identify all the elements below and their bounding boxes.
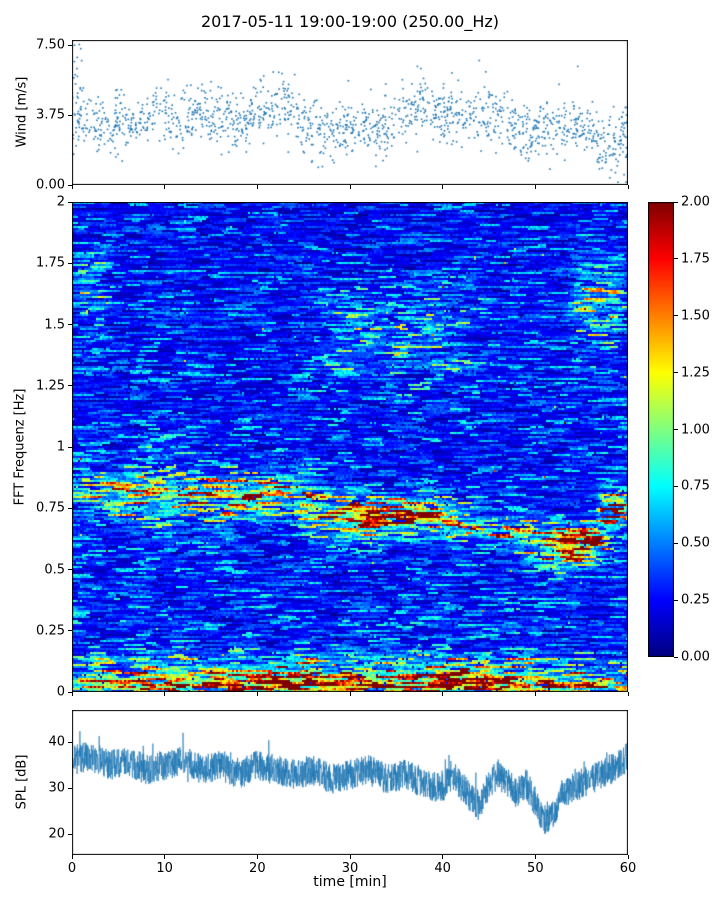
y-tick-mark <box>68 833 72 835</box>
y-tick-mark <box>68 324 72 325</box>
y-tick-label: 0.25 <box>36 623 65 639</box>
spectrogram-plot <box>72 202 628 692</box>
spl-ylabel: SPL [dB] <box>14 754 30 810</box>
spectrogram-ylabel: FFT Frequenz [Hz] <box>12 388 28 506</box>
y-tick-label: 1.25 <box>36 378 65 394</box>
x-tick-mark <box>534 692 536 696</box>
x-tick-mark <box>164 855 166 859</box>
x-tick-mark <box>71 855 73 859</box>
y-tick-label: 3.75 <box>36 107 65 123</box>
x-tick-label: 0 <box>67 861 77 876</box>
y-tick-mark <box>68 691 72 693</box>
y-tick-label: 0 <box>56 684 65 700</box>
y-tick-mark <box>68 262 72 264</box>
y-tick-mark <box>68 114 72 116</box>
y-tick-mark <box>68 630 72 632</box>
y-tick-mark <box>68 569 72 570</box>
x-axis-label: time [min] <box>313 874 387 890</box>
colorbar-tick-mark <box>674 599 678 601</box>
colorbar-tick-label: 0.50 <box>681 535 710 551</box>
colorbar-tick-mark <box>674 258 678 260</box>
y-tick-mark <box>68 446 72 448</box>
y-tick-mark <box>68 787 72 789</box>
y-tick-label: 2 <box>56 194 65 210</box>
x-tick-mark <box>256 185 258 189</box>
wind-ylabel: Wind [m/s] <box>14 76 30 148</box>
chart-title: 2017-05-11 19:00-19:00 (250.00_Hz) <box>200 12 500 31</box>
y-tick-label: 30 <box>48 780 65 796</box>
colorbar-tick-mark <box>674 315 678 317</box>
y-tick-mark <box>68 741 72 743</box>
colorbar-tick-label: 1.00 <box>681 422 710 437</box>
x-tick-label: 60 <box>619 861 637 876</box>
colorbar-tick-mark <box>674 372 678 374</box>
x-tick-mark <box>71 185 73 189</box>
colorbar-tick-mark <box>674 542 678 544</box>
x-tick-label: 20 <box>249 861 266 876</box>
y-tick-label: 1.5 <box>44 317 65 332</box>
colorbar-tick-label: 0.00 <box>681 649 710 665</box>
colorbar-tick-label: 2.00 <box>681 194 710 210</box>
y-tick-mark <box>68 385 72 387</box>
x-tick-mark <box>442 692 444 696</box>
colorbar-tick-mark <box>674 429 678 430</box>
colorbar-tick-label: 0.75 <box>681 478 710 494</box>
y-tick-label: 20 <box>48 826 65 842</box>
x-tick-label: 10 <box>156 861 173 876</box>
colorbar-tick-mark <box>674 485 678 487</box>
y-tick-mark <box>68 184 72 186</box>
y-tick-mark <box>68 201 72 203</box>
x-tick-mark <box>442 185 444 189</box>
colorbar-tick-label: 0.25 <box>681 592 710 608</box>
x-tick-label: 30 <box>341 861 359 876</box>
y-tick-label: 7.50 <box>36 37 65 53</box>
y-tick-label: 0.00 <box>36 177 65 193</box>
y-tick-label: 40 <box>48 734 65 750</box>
x-tick-mark <box>164 692 166 696</box>
x-tick-mark <box>71 692 73 696</box>
y-tick-label: 0.5 <box>44 562 65 577</box>
x-tick-mark <box>256 692 258 696</box>
x-tick-mark <box>349 855 351 859</box>
spl-line-plot <box>72 710 628 855</box>
y-tick-label: 1.75 <box>36 255 65 271</box>
y-tick-label: 0.75 <box>36 500 65 516</box>
x-tick-mark <box>256 855 258 859</box>
x-tick-label: 50 <box>527 861 544 876</box>
x-tick-mark <box>349 692 351 696</box>
colorbar-tick-mark <box>674 656 678 658</box>
y-tick-mark <box>68 507 72 509</box>
x-tick-mark <box>627 185 629 189</box>
x-tick-mark <box>627 855 629 859</box>
x-tick-mark <box>164 185 166 189</box>
colorbar-tick-label: 1.50 <box>681 308 710 324</box>
x-tick-mark <box>627 692 629 696</box>
x-tick-mark <box>442 855 444 859</box>
x-tick-mark <box>534 185 536 189</box>
y-tick-mark <box>68 44 72 46</box>
colorbar-tick-mark <box>674 201 678 203</box>
wind-scatter-plot <box>72 40 628 185</box>
x-tick-mark <box>349 185 351 189</box>
colorbar-tick-label: 1.75 <box>681 251 710 267</box>
y-tick-label: 1 <box>56 439 65 455</box>
colorbar-tick-label: 1.25 <box>681 365 710 381</box>
colorbar <box>648 202 674 657</box>
x-tick-mark <box>534 855 536 859</box>
x-tick-label: 40 <box>434 861 451 876</box>
